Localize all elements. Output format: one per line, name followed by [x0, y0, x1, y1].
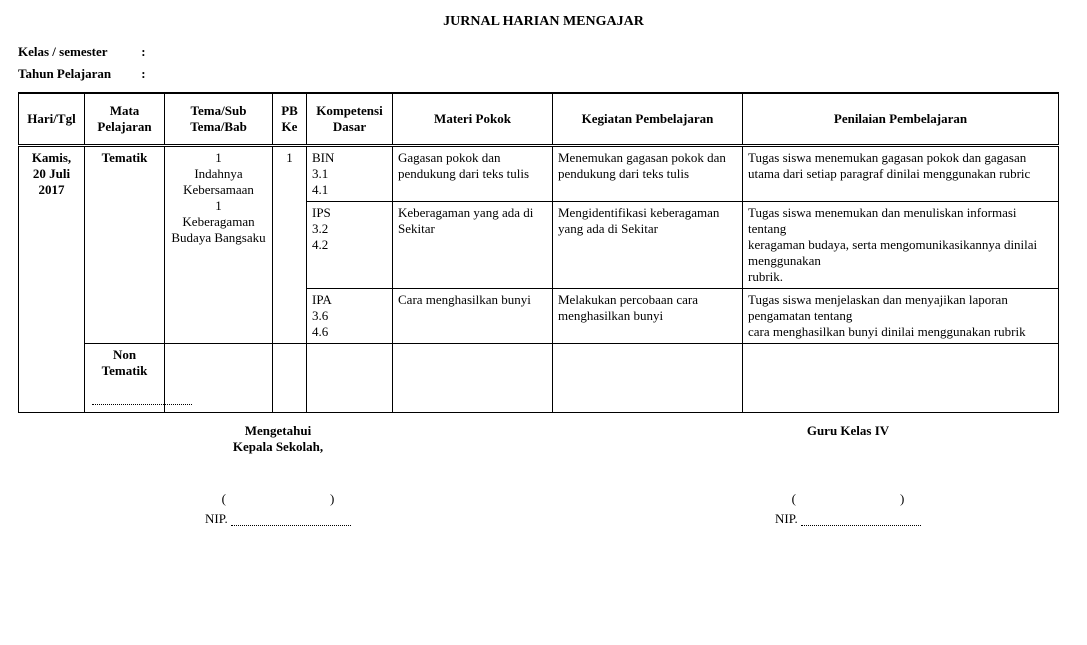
meta-tahun: Tahun Pelajaran :	[18, 66, 1069, 82]
cell-penilaian: Tugas siswa menjelaskan dan menyajikan l…	[743, 289, 1059, 344]
cell-kegiatan: Melakukan percobaan cara menghasilkan bu…	[553, 289, 743, 344]
cell-empty	[307, 344, 393, 413]
colon: :	[141, 66, 145, 81]
kelas-label: Kelas / semester	[18, 44, 138, 60]
nip-line: NIP.	[698, 511, 998, 527]
cell-kd: IPS3.24.2	[307, 202, 393, 289]
nip-label: NIP.	[775, 511, 798, 526]
cell-materi: Cara menghasilkan bunyi	[393, 289, 553, 344]
sign-right: Guru Kelas IV ( ) NIP.	[698, 423, 998, 527]
cell-tema: 1Indahnya Kebersamaan1Keberagaman Budaya…	[165, 146, 273, 344]
journal-table: Hari/Tgl Mata Pelajaran Tema/Sub Tema/Ba…	[18, 92, 1059, 413]
blank-line	[92, 394, 192, 405]
nip-dots	[231, 515, 351, 526]
guru-label: Guru Kelas IV	[698, 423, 998, 439]
cell-empty	[553, 344, 743, 413]
cell-kd: IPA3.64.6	[307, 289, 393, 344]
cell-penilaian: Tugas siswa menemukan gagasan pokok dan …	[743, 146, 1059, 202]
cell-kd: BIN3.14.1	[307, 146, 393, 202]
header-row: Hari/Tgl Mata Pelajaran Tema/Sub Tema/Ba…	[19, 93, 1059, 146]
th-kd: Kompetensi Dasar	[307, 93, 393, 146]
nip-dots	[801, 515, 921, 526]
sign-left: Mengetahui Kepala Sekolah, ( ) NIP.	[128, 423, 428, 527]
paren-r: )	[330, 491, 334, 506]
mengetahui-label: Mengetahui	[128, 423, 428, 439]
cell-materi: Keberagaman yang ada di Sekitar	[393, 202, 553, 289]
nip-label: NIP.	[205, 511, 228, 526]
th-mapel: Mata Pelajaran	[85, 93, 165, 146]
paren-l: (	[222, 491, 226, 506]
kepsek-label: Kepala Sekolah,	[128, 439, 428, 455]
colon: :	[141, 44, 145, 59]
cell-empty	[393, 344, 553, 413]
paren-l: (	[792, 491, 796, 506]
th-penilaian: Penilaian Pembelajaran	[743, 93, 1059, 146]
meta-kelas: Kelas / semester :	[18, 44, 1069, 60]
th-kegiatan: Kegiatan Pembelajaran	[553, 93, 743, 146]
cell-kegiatan: Menemukan gagasan pokok dan pendukung da…	[553, 146, 743, 202]
page-title: JURNAL HARIAN MENGAJAR	[18, 14, 1069, 30]
sign-paren: ( )	[128, 491, 428, 507]
table-row-nontematik: Non Tematik	[19, 344, 1059, 413]
nip-line: NIP.	[128, 511, 428, 527]
cell-empty	[743, 344, 1059, 413]
cell-kegiatan: Mengidentifikasi keberagaman yang ada di…	[553, 202, 743, 289]
paren-r: )	[900, 491, 904, 506]
cell-empty	[273, 344, 307, 413]
signature-area: Mengetahui Kepala Sekolah, ( ) NIP. Guru…	[18, 423, 1058, 527]
th-tema: Tema/Sub Tema/Bab	[165, 93, 273, 146]
cell-tematik: Tematik	[85, 146, 165, 344]
sign-paren: ( )	[698, 491, 998, 507]
cell-pb: 1	[273, 146, 307, 344]
tahun-label: Tahun Pelajaran	[18, 66, 138, 82]
th-materi: Materi Pokok	[393, 93, 553, 146]
cell-materi: Gagasan pokok dan pendukung dari teks tu…	[393, 146, 553, 202]
cell-hari: Kamis,20 Juli2017	[19, 146, 85, 413]
non-tematik-label: Non Tematik	[90, 347, 159, 379]
th-hari: Hari/Tgl	[19, 93, 85, 146]
table-row: Kamis,20 Juli2017 Tematik 1Indahnya Kebe…	[19, 146, 1059, 202]
cell-nontematik: Non Tematik	[85, 344, 165, 413]
cell-penilaian: Tugas siswa menemukan dan menuliskan inf…	[743, 202, 1059, 289]
th-pb: PB Ke	[273, 93, 307, 146]
